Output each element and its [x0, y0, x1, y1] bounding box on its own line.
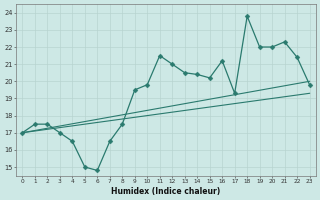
X-axis label: Humidex (Indice chaleur): Humidex (Indice chaleur) — [111, 187, 220, 196]
